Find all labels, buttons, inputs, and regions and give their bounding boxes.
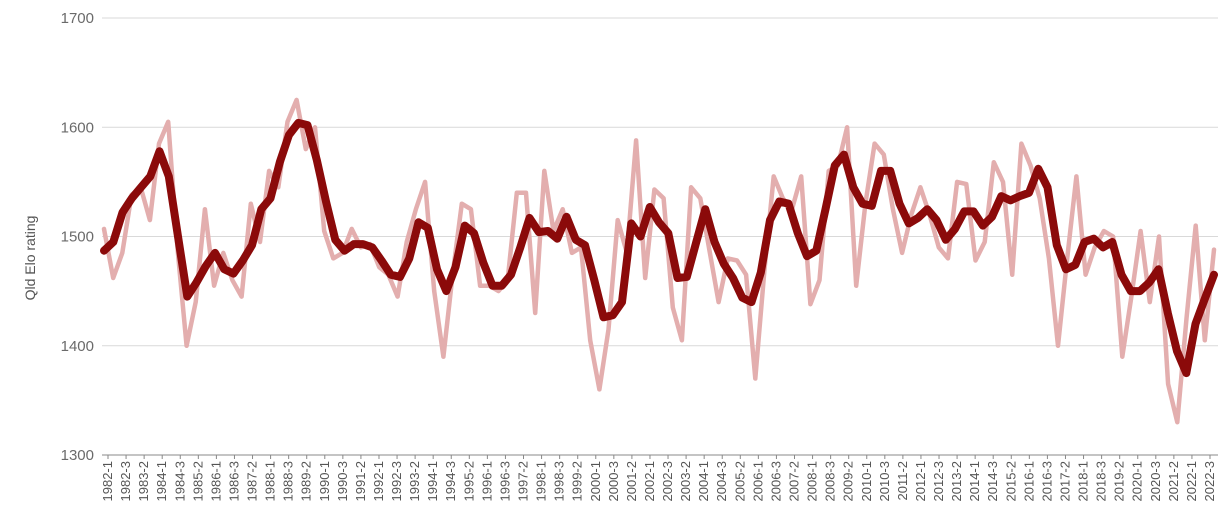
x-tick-label: 1992-3 — [389, 461, 404, 501]
x-tick-label: 2022-3 — [1202, 461, 1217, 501]
y-tick-label: 1400 — [61, 338, 94, 355]
x-tick-label: 2020-3 — [1148, 461, 1163, 501]
x-tick-label: 2020-1 — [1130, 461, 1145, 501]
x-tick-label: 2008-3 — [823, 461, 838, 501]
x-tick-label: 2000-1 — [588, 461, 603, 501]
x-tick-label: 1982-3 — [118, 461, 133, 501]
x-tick-label: 2015-2 — [1003, 461, 1018, 501]
x-tick-label: 1983-2 — [136, 461, 151, 501]
x-tick-label: 1986-1 — [208, 461, 223, 501]
y-tick-label: 1700 — [61, 10, 94, 27]
x-tick-label: 2005-2 — [732, 461, 747, 501]
x-tick-label: 2010-3 — [877, 461, 892, 501]
x-tick-label: 1997-2 — [516, 461, 531, 501]
x-tick-label: 1988-3 — [281, 461, 296, 501]
x-tick-label: 1987-2 — [245, 461, 260, 501]
x-tick-label: 2011-2 — [895, 461, 910, 501]
x-tick-label: 2010-1 — [859, 461, 874, 501]
y-axis-ticks: 1300 1400 1500 1600 1700 — [61, 10, 94, 464]
x-tick-label: 1991-2 — [353, 461, 368, 501]
x-tick-label: 1998-1 — [534, 461, 549, 501]
x-tick-label: 2006-3 — [768, 461, 783, 501]
x-tick-label: 1985-2 — [190, 461, 205, 501]
y-axis-title: Qld Elo rating — [22, 216, 38, 301]
x-tick-label: 2018-3 — [1094, 461, 1109, 501]
x-tick-label: 1988-1 — [263, 461, 278, 501]
x-tick-label: 2017-2 — [1057, 461, 1072, 501]
x-tick-label: 1990-1 — [317, 461, 332, 501]
x-tick-label: 2016-3 — [1039, 461, 1054, 501]
x-tick-label: 2014-3 — [985, 461, 1000, 501]
x-tick-label: 1982-1 — [100, 461, 115, 501]
x-tick-label: 1984-1 — [154, 461, 169, 501]
series — [100, 97, 1218, 425]
x-tick-label: 2004-3 — [714, 461, 729, 501]
x-tick-label: 2006-1 — [750, 461, 765, 501]
x-tick-label: 1996-1 — [479, 461, 494, 501]
x-tick-label: 2012-3 — [931, 461, 946, 501]
y-tick-label: 1500 — [61, 229, 94, 246]
x-tick-label: 2004-1 — [696, 461, 711, 501]
x-tick-label: 2018-1 — [1076, 461, 1091, 501]
x-tick-label: 1999-2 — [570, 461, 585, 501]
x-tick-label: 2008-1 — [805, 461, 820, 501]
x-tick-label: 2000-3 — [606, 461, 621, 501]
trend-series-line — [100, 118, 1218, 378]
x-tick-label: 2012-1 — [913, 461, 928, 501]
x-tick-label: 2021-2 — [1166, 461, 1181, 501]
x-tick-label: 1990-3 — [335, 461, 350, 501]
x-tick-label: 2009-2 — [841, 461, 856, 501]
x-tick-label: 1996-3 — [497, 461, 512, 501]
y-tick-label: 1600 — [61, 119, 94, 136]
raw-series-line — [101, 97, 1217, 425]
x-tick-label: 2001-2 — [624, 461, 639, 501]
x-tick-label: 2002-3 — [660, 461, 675, 501]
x-tick-label: 2003-2 — [678, 461, 693, 501]
x-tick-label: 2007-2 — [786, 461, 801, 501]
x-tick-label: 1994-1 — [425, 461, 440, 501]
x-tick-label: 2014-1 — [967, 461, 982, 501]
x-tick-label: 1986-3 — [226, 461, 241, 501]
y-tick-label: 1300 — [61, 447, 94, 464]
x-tick-label: 1992-1 — [371, 461, 386, 501]
x-tick-label: 1984-3 — [172, 461, 187, 501]
x-tick-label: 1998-3 — [552, 461, 567, 501]
x-tick-label: 2019-2 — [1112, 461, 1127, 501]
x-tick-label: 2013-2 — [949, 461, 964, 501]
x-axis-ticks: 1982-1 1982-3 1983-2 1984-1 1984-3 1985-2 1986… — [100, 455, 1217, 501]
x-tick-label: 2002-1 — [642, 461, 657, 501]
x-tick-label: 1995-2 — [461, 461, 476, 501]
gridlines — [102, 17, 1218, 456]
x-tick-label: 2016-1 — [1021, 461, 1036, 501]
x-tick-label: 1989-2 — [299, 461, 314, 501]
x-tick-label: 2022-1 — [1184, 461, 1199, 501]
x-tick-label: 1993-2 — [407, 461, 422, 501]
x-tick-label: 1994-3 — [443, 461, 458, 501]
